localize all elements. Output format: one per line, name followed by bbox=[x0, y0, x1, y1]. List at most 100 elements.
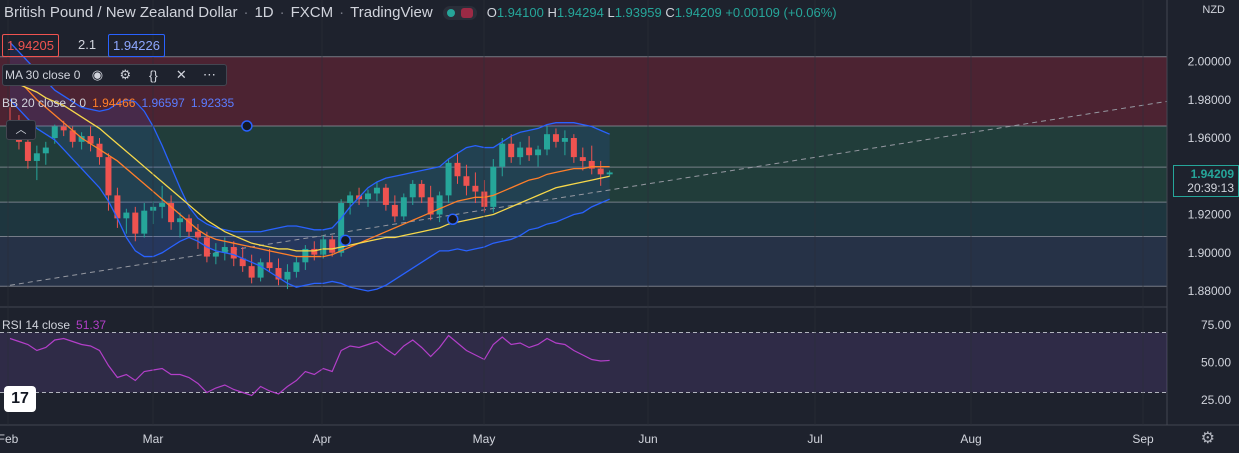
separator: · bbox=[243, 4, 249, 21]
candle-body bbox=[526, 147, 533, 156]
candle-body bbox=[535, 149, 542, 156]
source-code-icon[interactable]: {} bbox=[149, 67, 158, 83]
candle bbox=[302, 245, 309, 270]
candle bbox=[373, 181, 380, 202]
candle bbox=[544, 126, 550, 156]
candle-body bbox=[51, 126, 58, 138]
candle-body bbox=[329, 239, 336, 253]
collapse-legend-button[interactable]: ︿ bbox=[6, 120, 36, 140]
time-tick-label: Mar bbox=[143, 432, 164, 446]
bb-lower-line bbox=[9, 99, 610, 292]
last-price-label: 1.94209 20:39:13 bbox=[1173, 165, 1239, 197]
rsi-tick-label: 50.00 bbox=[1201, 356, 1231, 370]
separator: · bbox=[279, 4, 285, 21]
candle bbox=[87, 126, 94, 152]
candle-body bbox=[105, 157, 112, 196]
ohlc-low-value: 1.93959 bbox=[614, 5, 662, 20]
gear-icon[interactable]: ⚙ bbox=[119, 67, 132, 82]
candle-body bbox=[463, 176, 470, 186]
candle-body bbox=[275, 268, 282, 280]
time-tick-label: Sep bbox=[1132, 432, 1154, 446]
bb-basis-value: 1.94466 bbox=[92, 96, 136, 110]
ohlc-open-key: O bbox=[486, 5, 497, 20]
price-tick-label: 1.98000 bbox=[1188, 93, 1232, 107]
sell-price-button[interactable]: 1.94205 bbox=[2, 34, 59, 57]
chart-settings-gear-icon[interactable]: ⚙ bbox=[1200, 430, 1215, 447]
candle bbox=[436, 191, 443, 223]
bb-indicator-legend[interactable]: BB 20 close 2 0 1.94466 1.96597 1.92335 bbox=[2, 96, 234, 110]
candle-body bbox=[69, 130, 76, 142]
candle bbox=[463, 164, 470, 196]
symbol-title[interactable]: British Pound / New Zealand Dollar bbox=[4, 4, 238, 21]
ma-indicator-legend[interactable]: MA 30 close 0 ◉ ⚙ {} ✕ ⋯ bbox=[2, 64, 228, 86]
candle bbox=[320, 235, 327, 259]
separator: · bbox=[339, 4, 345, 21]
ohlc-low-key: L bbox=[607, 5, 615, 20]
candle-body bbox=[302, 248, 309, 263]
currency-label[interactable]: NZD bbox=[1202, 4, 1225, 16]
candle bbox=[194, 224, 201, 249]
timeframe-label[interactable]: 1D bbox=[254, 4, 274, 21]
rsi-indicator-legend[interactable]: RSI 14 close 51.37 bbox=[2, 318, 106, 332]
candle bbox=[177, 212, 184, 238]
ma-line bbox=[9, 80, 610, 252]
candle-body bbox=[230, 247, 237, 259]
candle-body bbox=[400, 197, 407, 217]
candle bbox=[552, 128, 559, 148]
candle-body bbox=[373, 187, 380, 194]
eye-icon[interactable]: ◉ bbox=[91, 67, 104, 82]
event-marker bbox=[447, 213, 459, 226]
event-marker bbox=[339, 234, 352, 247]
candle-body bbox=[418, 183, 425, 198]
candle bbox=[96, 138, 103, 165]
bb-fill bbox=[10, 42, 610, 291]
candle-body bbox=[409, 183, 416, 198]
candle-body bbox=[96, 143, 103, 158]
candle bbox=[347, 191, 354, 215]
candle bbox=[508, 134, 515, 163]
candle bbox=[123, 208, 130, 234]
candle bbox=[293, 256, 300, 278]
candle-body bbox=[159, 203, 166, 207]
candle-body bbox=[78, 136, 85, 142]
candle bbox=[212, 243, 219, 265]
candle bbox=[517, 141, 524, 165]
price-tick-label: 1.88000 bbox=[1188, 284, 1232, 298]
candle-body bbox=[606, 172, 613, 175]
price-tick-label: 1.90000 bbox=[1188, 246, 1232, 260]
ohlc-high-key: H bbox=[547, 5, 557, 20]
candle-body bbox=[347, 195, 354, 204]
time-tick-label: May bbox=[473, 432, 496, 446]
candle bbox=[365, 189, 371, 207]
candle-body bbox=[365, 193, 371, 200]
rsi-band bbox=[0, 332, 1167, 393]
price-tick-label: 1.96000 bbox=[1188, 131, 1232, 145]
candle-body bbox=[87, 136, 94, 144]
candle-body bbox=[544, 134, 550, 150]
candle bbox=[427, 185, 434, 221]
candle-body bbox=[186, 218, 192, 232]
market-status-icon[interactable] bbox=[442, 5, 477, 20]
candle-body bbox=[454, 162, 461, 177]
last-price-value: 1.94209 bbox=[1190, 167, 1234, 181]
candle bbox=[284, 264, 291, 290]
candle bbox=[132, 206, 139, 242]
candle-body bbox=[382, 187, 389, 205]
candle-body bbox=[33, 153, 40, 161]
candle bbox=[230, 241, 237, 267]
bb-basis-line bbox=[9, 70, 610, 258]
close-icon[interactable]: ✕ bbox=[175, 67, 187, 82]
candle bbox=[454, 153, 461, 184]
candle bbox=[382, 183, 389, 211]
rsi-indicator-label: RSI 14 close bbox=[2, 318, 71, 332]
candle bbox=[409, 180, 416, 205]
candle bbox=[579, 147, 586, 171]
more-icon[interactable]: ⋯ bbox=[202, 67, 216, 82]
ohlc-high-value: 1.94294 bbox=[556, 5, 604, 20]
tradingview-logo-icon[interactable]: 17 bbox=[4, 386, 36, 412]
price-axis-bg bbox=[1167, 0, 1239, 453]
buy-price-button[interactable]: 1.94226 bbox=[108, 34, 165, 57]
candle bbox=[570, 134, 577, 163]
candle-body bbox=[561, 138, 568, 142]
